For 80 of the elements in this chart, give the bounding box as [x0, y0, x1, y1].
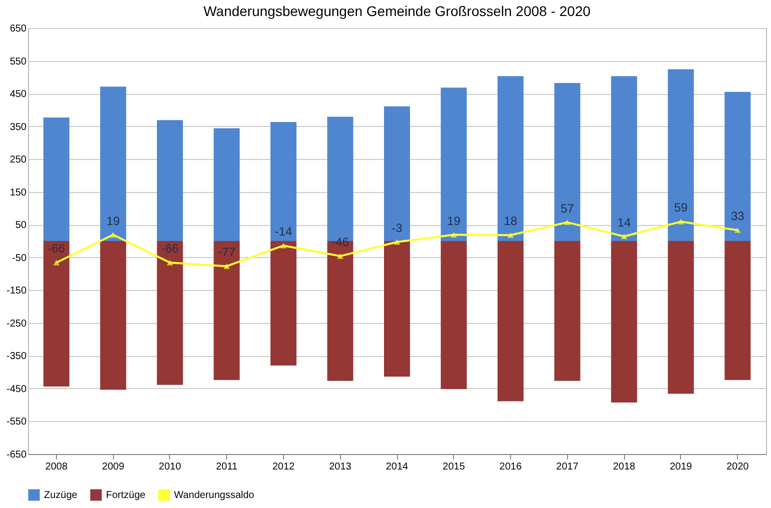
data-label: -14	[274, 224, 292, 239]
point	[53, 260, 60, 266]
y-tick-label: -50	[12, 252, 27, 264]
point	[110, 232, 116, 238]
point	[280, 242, 287, 248]
point	[394, 239, 400, 245]
data-label: 19	[106, 214, 120, 228]
legend-label: Fortzüge	[106, 490, 146, 501]
x-tick-label: 2020	[726, 462, 750, 472]
bar	[554, 83, 580, 241]
y-tick-label: 250	[10, 154, 27, 166]
data-label: 33	[730, 209, 745, 224]
bar	[156, 120, 183, 241]
x-tick-label: 2019	[670, 462, 692, 472]
bar	[43, 241, 70, 386]
bar	[611, 241, 638, 403]
point	[224, 263, 230, 269]
bar	[214, 128, 240, 241]
x-tick-label: 2010	[158, 462, 182, 472]
bar	[668, 69, 694, 241]
x-tick-label: 2018	[612, 462, 636, 472]
bar	[43, 117, 70, 241]
bar	[270, 122, 296, 241]
x-tick-label: 2013	[329, 462, 352, 472]
point	[337, 253, 344, 259]
x-tick-label: 2009	[102, 462, 125, 472]
bar	[554, 241, 580, 381]
bar	[440, 88, 467, 241]
bar	[214, 241, 240, 380]
data-label: -77	[218, 245, 236, 260]
y-tick-label: -250	[6, 318, 27, 330]
legend-label: Zuzüge	[44, 490, 78, 501]
bar	[270, 241, 296, 366]
data-label: 57	[560, 201, 574, 216]
y-tick-label: 450	[10, 89, 27, 100]
data-label: -66	[48, 242, 66, 256]
data-label: -3	[392, 220, 403, 235]
bar	[156, 241, 183, 385]
y-tick-label: -450	[6, 384, 27, 395]
x-tick-label: 2011	[216, 462, 238, 472]
legend-label: Wanderungssaldo	[174, 490, 255, 501]
y-tick-label: -350	[6, 351, 27, 362]
bar	[498, 76, 524, 241]
point	[450, 232, 457, 238]
y-tick-label: -550	[6, 416, 27, 428]
x-tick-label: 2012	[272, 462, 296, 472]
bar	[668, 241, 694, 394]
x-tick-label: 2016	[499, 462, 522, 472]
bar	[611, 76, 638, 241]
x-tick-label: 2015	[442, 462, 466, 472]
y-tick-label: 650	[10, 24, 27, 34]
y-tick-label: 550	[10, 56, 27, 68]
y-tick-label: 350	[10, 122, 27, 133]
bar	[100, 86, 126, 241]
bar	[724, 241, 751, 380]
bar	[498, 241, 524, 402]
x-tick-label: 2017	[556, 462, 579, 472]
data-label: 59	[674, 200, 688, 215]
point	[507, 232, 514, 238]
bar	[440, 241, 467, 390]
y-tick-label: 50	[15, 220, 27, 232]
point	[564, 220, 570, 226]
chart-title: Wanderungsbewegungen Gemeinde Großrosseln 2008 - 2020	[203, 3, 591, 19]
bar	[384, 106, 410, 241]
x-tick-label: 2014	[386, 462, 409, 472]
y-tick-label: 150	[10, 187, 27, 198]
data-label: 19	[447, 214, 461, 228]
bar	[724, 92, 751, 241]
point	[620, 234, 628, 240]
data-label: 18	[504, 214, 518, 228]
point	[734, 227, 741, 233]
point	[166, 260, 174, 266]
data-label: 14	[617, 215, 632, 230]
y-tick-label: -650	[6, 450, 27, 460]
y-tick-label: -150	[6, 286, 27, 297]
x-tick-label: 2008	[45, 462, 68, 472]
data-label: -66	[161, 242, 179, 256]
bar	[100, 241, 126, 390]
bar	[384, 241, 410, 377]
point	[678, 218, 684, 224]
